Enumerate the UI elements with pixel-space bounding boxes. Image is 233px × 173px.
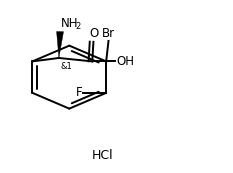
- Text: O: O: [89, 28, 99, 40]
- Text: F: F: [75, 86, 82, 99]
- Text: OH: OH: [116, 55, 134, 68]
- Text: HCl: HCl: [92, 149, 113, 162]
- Text: 2: 2: [75, 22, 81, 31]
- Text: &1: &1: [60, 62, 72, 71]
- Text: Br: Br: [102, 27, 115, 40]
- Text: NH: NH: [61, 17, 79, 30]
- Polygon shape: [57, 31, 64, 58]
